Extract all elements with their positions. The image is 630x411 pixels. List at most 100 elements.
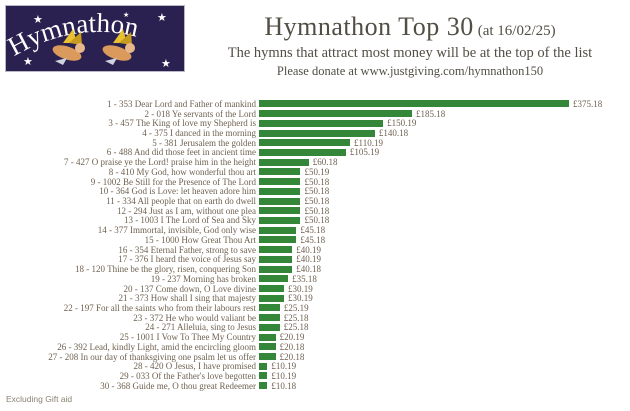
bar (259, 314, 280, 322)
hymn-label: 11 - 334 All people that on earth do dwe… (106, 196, 256, 207)
bar (259, 343, 276, 351)
bar (259, 285, 284, 293)
hymn-label: 9 - 1002 Be Still for the Presence of Th… (90, 176, 256, 187)
chart-row: 3 - 457 The King of love my Shepherd is £… (0, 118, 630, 128)
value-label: £40.19 (296, 244, 321, 255)
subtitle: The hymns that attract most money will b… (227, 45, 593, 61)
chart-row: 14 - 377 Immortal, invisible, God only w… (0, 225, 630, 235)
hymn-label: 29 - 033 Of the Father's love begotten (119, 370, 256, 381)
value-label: £25.18 (283, 312, 309, 323)
hymn-label: 17 - 376 I heard the voice of Jesus say (118, 254, 256, 265)
chart-row: 29 - 033 Of the Father's love begotten £1… (0, 371, 630, 381)
value-label: £50.18 (304, 205, 330, 216)
hymn-label: 5 - 381 Jerusalem the golden (152, 137, 256, 148)
value-label: £50.18 (304, 196, 330, 207)
bar (259, 119, 384, 127)
bar (259, 226, 297, 234)
chart-row: 25 - 1001 I Vow To Thee My Country £20.19 (0, 332, 630, 342)
hymn-label: 10 - 364 God is Love: let heaven adore h… (99, 186, 256, 197)
bar (259, 168, 301, 176)
chart-row: 26 - 392 Lead, kindly Light, amid the en… (0, 342, 630, 352)
chart-row: 17 - 376 I heard the voice of Jesus say £… (0, 254, 630, 265)
chart-row: 16 - 354 Eternal Father, strong to save £… (0, 245, 630, 255)
hymn-label: 22 - 197 For all the saints who from the… (63, 302, 256, 313)
chart-row: 7 - 427 O praise ye the Lord! praise him… (0, 157, 630, 167)
value-label: £140.18 (378, 128, 409, 139)
value-label: £50.19 (304, 166, 330, 177)
hymn-label: 24 - 271 Alleluia, sing to Jesus (145, 322, 256, 333)
svg-text:★: ★ (123, 11, 129, 19)
chart-row: 19 - 237 Morning has broken £35.18 (0, 274, 630, 284)
hymn-label: 19 - 237 Morning has broken (150, 273, 256, 284)
value-label: £20.19 (279, 332, 305, 343)
value-label: £45.18 (300, 234, 326, 245)
bar (259, 197, 301, 205)
bar (259, 100, 569, 108)
bar (259, 236, 297, 244)
bar (259, 294, 284, 302)
bar (259, 187, 301, 195)
value-label: £10.19 (271, 370, 297, 381)
value-label: £40.18 (296, 264, 321, 275)
bar (259, 353, 276, 361)
value-label: £150.19 (387, 118, 417, 129)
hymn-label: 25 - 1001 I Vow To Thee My Country (119, 332, 256, 343)
value-label: £185.18 (416, 108, 446, 119)
bar (259, 323, 280, 331)
donate-line: Please donate at www.justgiving.com/hymn… (276, 64, 544, 78)
bar (259, 148, 346, 156)
hymn-label: 12 - 294 Just as I am, without one plea (117, 205, 256, 216)
value-label: £50.18 (304, 186, 330, 197)
hymn-label: 28 - 420 O Jesus, I have promised (133, 361, 256, 372)
hymn-label: 16 - 354 Eternal Father, strong to save (118, 244, 256, 255)
chart-row: 18 - 120 Thine be the glory, risen, conq… (0, 264, 630, 274)
hymn-label: 3 - 457 The King of love my Shepherd is (108, 118, 256, 129)
hymn-label: 6 - 488 And did those feet in ancient ti… (106, 147, 256, 158)
hymn-label: 23 - 372 He who would valiant be (133, 312, 256, 323)
hymn-label: 26 - 392 Lead, kindly Light, amid the en… (57, 341, 256, 352)
svg-text:★: ★ (23, 56, 33, 68)
bar (259, 178, 301, 186)
chart-row: 20 - 137 Come down, O Love divine £30.19 (0, 284, 630, 294)
value-label: £60.18 (312, 157, 338, 168)
chart-row: 13 - 1003 I The Lord of Sea and Sky £50.1… (0, 215, 630, 226)
bar (259, 129, 375, 137)
hymn-label: 14 - 377 Immortal, invisible, God only w… (97, 225, 256, 236)
chart-row: 2 - 018 Ye servants of the Lord £185.18 (0, 109, 630, 119)
chart-row: 4 - 375 I danced in the morning £140.18 (0, 128, 630, 138)
value-label: £45.18 (300, 225, 326, 236)
bar (259, 158, 309, 166)
chart-row: 28 - 420 O Jesus, I have promised £10.19 (0, 361, 630, 371)
header: Hymnathon Top 30 (at 16/02/25) The hymns… (192, 12, 628, 79)
chart-row: 23 - 372 He who would valiant be £25.18 (0, 313, 630, 323)
bar (259, 333, 276, 341)
value-label: £30.19 (287, 293, 313, 304)
value-label: £20.18 (279, 341, 305, 352)
hymnathon-logo: Hymnathon ★ ★ ★ ★ ★ (3, 5, 185, 72)
star-icon: ★ ★ ★ ★ ★ (23, 11, 171, 70)
bar (259, 275, 289, 283)
chart-row: 10 - 364 God is Love: let heaven adore h… (0, 186, 630, 196)
hymn-label: 30 - 368 Guide me, O thou great Redeemer (100, 380, 256, 391)
hymn-label: 15 - 1000 How Great Thou Art (144, 234, 256, 245)
title-text: Hymnathon Top 30 (264, 12, 474, 41)
cherub-icon (52, 29, 85, 65)
chart-row: 8 - 410 My God, how wonderful thou art £5… (0, 167, 630, 177)
chart-row: 30 - 368 Guide me, O thou great Redeemer… (0, 381, 630, 391)
value-label: £110.19 (354, 137, 383, 148)
bar (259, 110, 412, 118)
chart-row: 6 - 488 And did those feet in ancient ti… (0, 147, 630, 158)
chart-row: 21 - 373 How shall I sing that majesty £3… (0, 293, 630, 303)
hymn-label: 2 - 018 Ye servants of the Lord (144, 108, 257, 119)
value-label: £25.19 (283, 302, 309, 313)
bar (259, 255, 293, 263)
value-label: £375.18 (573, 98, 603, 109)
bar (259, 362, 268, 370)
bar (259, 304, 280, 312)
value-label: £40.19 (296, 254, 321, 265)
svg-text:★: ★ (157, 12, 167, 24)
chart-row: 22 - 197 For all the saints who from the… (0, 303, 630, 313)
value-label: £50.18 (304, 215, 330, 226)
chart-row: 15 - 1000 How Great Thou Art £45.18 (0, 235, 630, 245)
svg-text:★: ★ (33, 14, 43, 26)
